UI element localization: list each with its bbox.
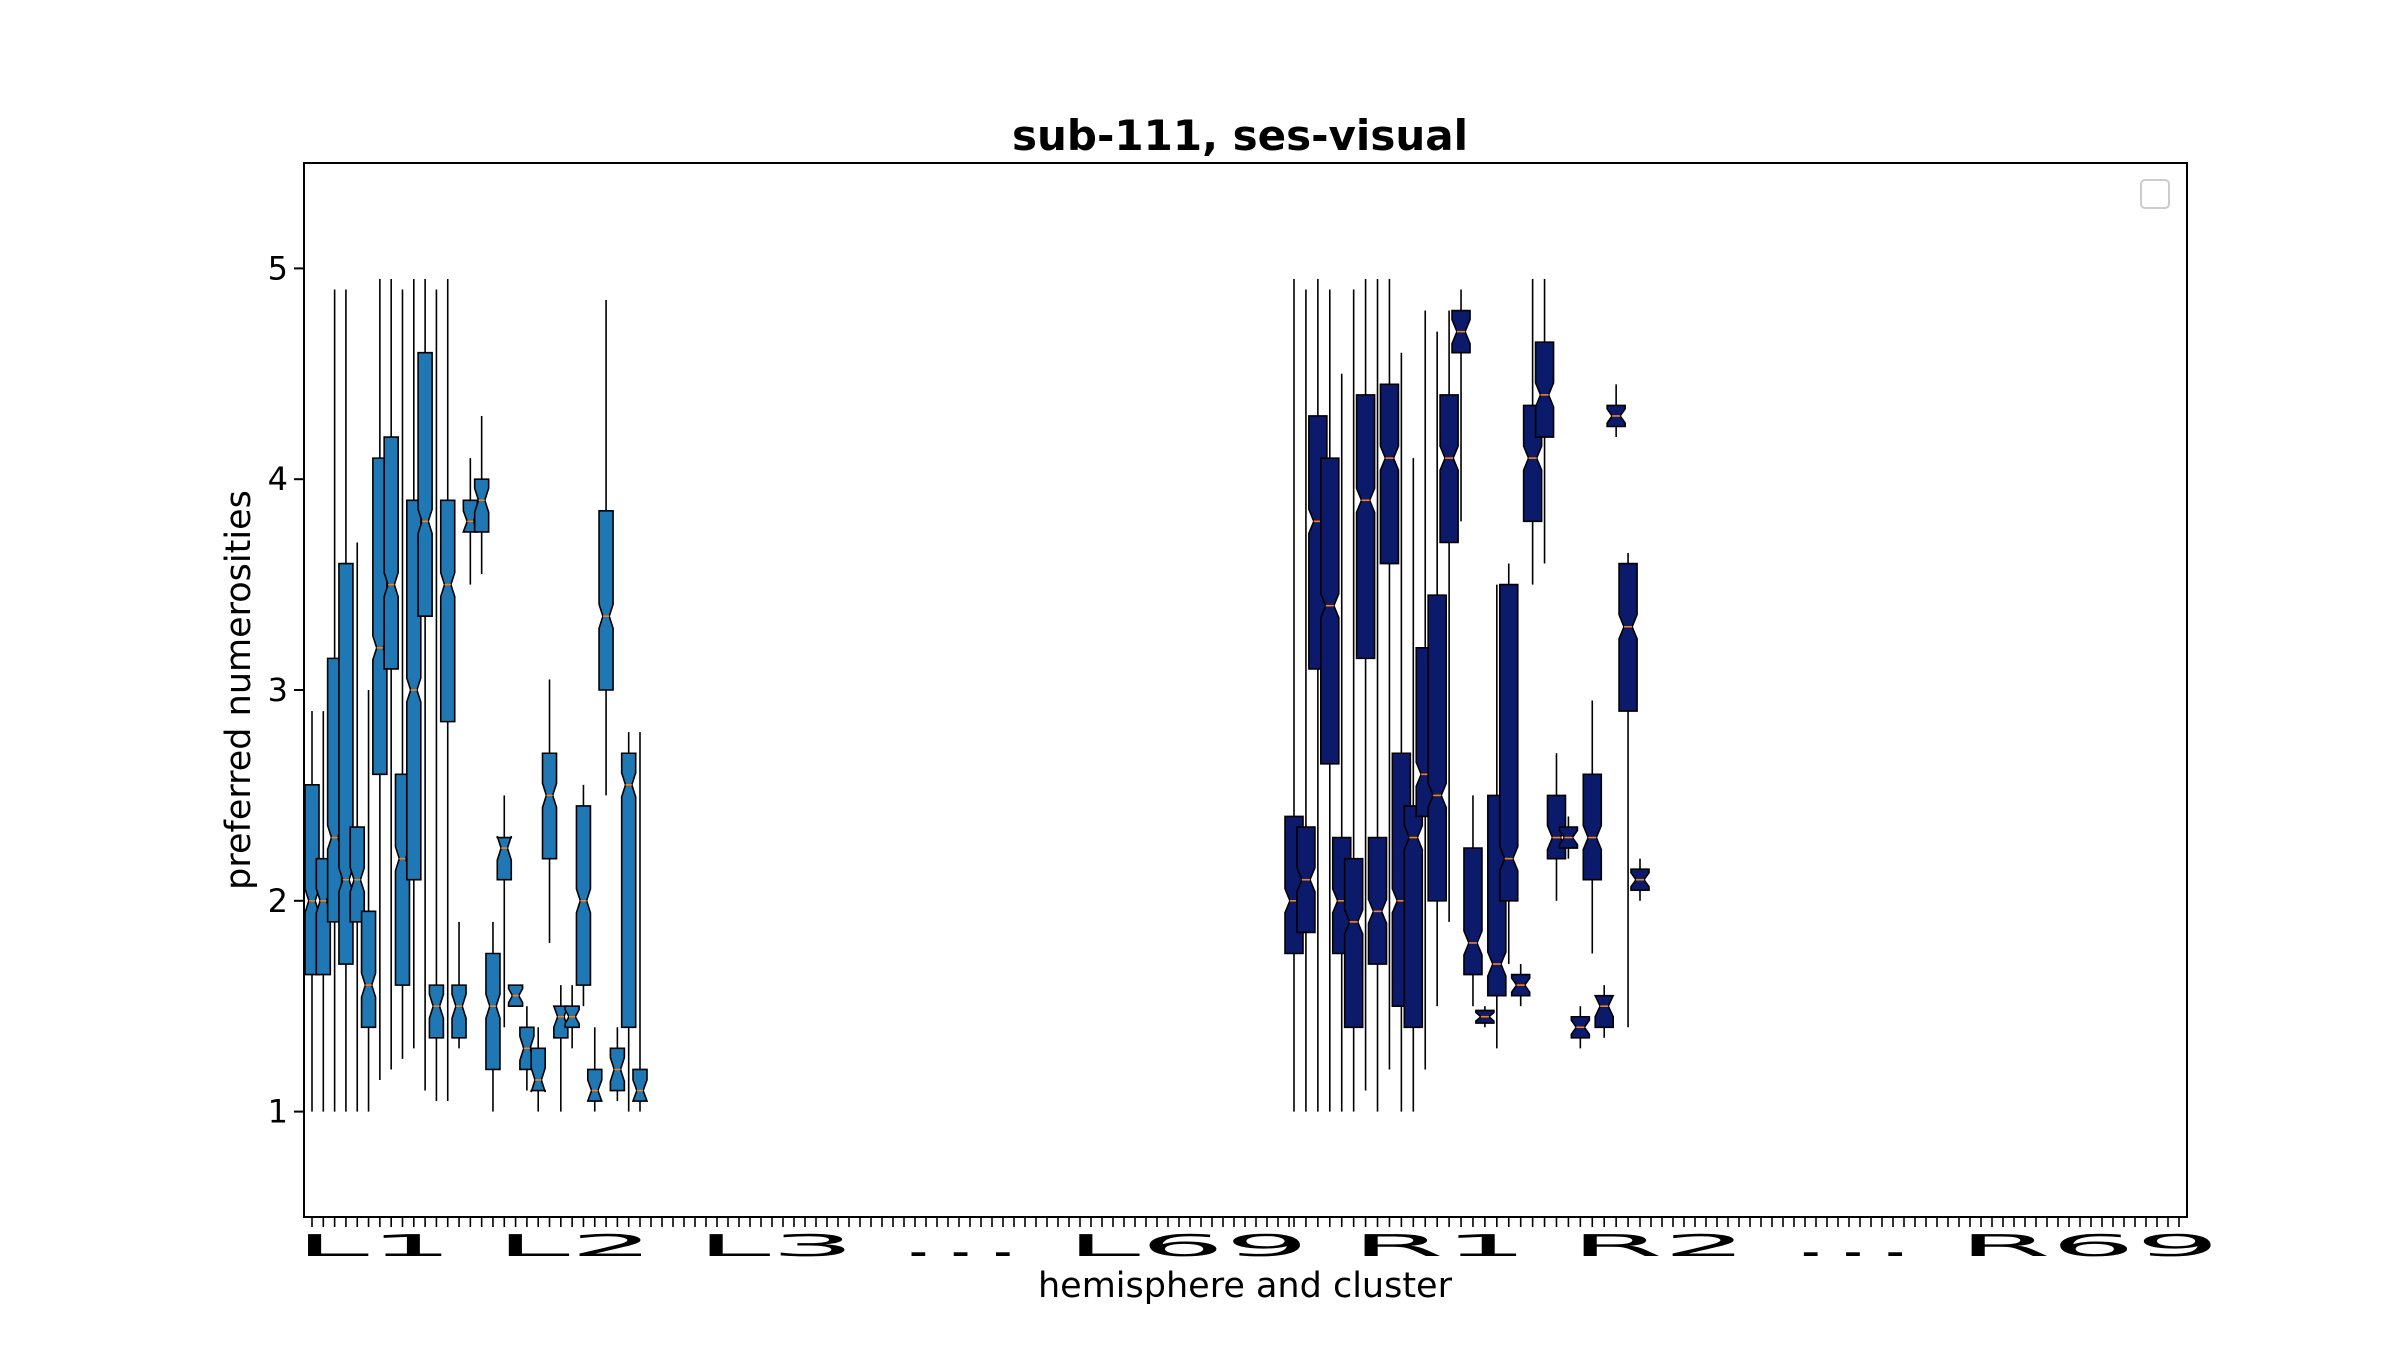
box-R28: [1606, 384, 1626, 438]
box-R16: [1463, 795, 1483, 1007]
box-R11: [1403, 458, 1424, 1112]
box-body: [1618, 562, 1638, 712]
box-body: [1463, 847, 1483, 976]
box-R29: [1618, 552, 1638, 1028]
box-body: [428, 984, 445, 1039]
box-body: [439, 499, 456, 723]
box-L28: [609, 1027, 626, 1102]
box-L16: [473, 415, 490, 575]
box-L18: [496, 795, 513, 1028]
box-body: [598, 510, 614, 691]
box-L17: [485, 921, 501, 1112]
box-body: [530, 1047, 547, 1093]
box-L25: [575, 784, 592, 1007]
box-L29: [620, 732, 637, 1112]
box-L30: [631, 732, 649, 1112]
box-L10: [405, 278, 422, 1049]
y-tick-label: 2: [268, 882, 288, 920]
box-plot-series: [304, 278, 1650, 1112]
box-L12: [428, 289, 445, 1102]
box-body: [1319, 457, 1340, 765]
box-L13: [439, 278, 456, 1102]
box-body: [1343, 857, 1364, 1029]
box-R17: [1475, 1006, 1495, 1028]
box-L21: [530, 1027, 547, 1112]
legend-box: [2140, 179, 2170, 209]
x-axis-label: hemisphere and cluster: [1038, 1266, 1453, 1306]
box-body: [360, 910, 377, 1029]
box-body: [349, 826, 366, 923]
box-R30: [1630, 858, 1650, 901]
y-tick-label: 4: [268, 460, 288, 498]
box-L3: [326, 289, 343, 1112]
box-R9: [1379, 278, 1400, 1070]
box-L27: [598, 300, 614, 796]
x-axis: [311, 1217, 2180, 1227]
box-R2: [1296, 289, 1316, 1112]
box-R25: [1570, 1006, 1591, 1049]
y-tick-label: 3: [268, 671, 288, 709]
box-L23: [552, 985, 569, 1112]
y-axis-label: preferred numerosities: [219, 490, 259, 890]
box-L5: [349, 542, 366, 1112]
box-R1: [1284, 278, 1304, 1112]
box-body: [575, 805, 592, 986]
box-body: [586, 1068, 603, 1102]
box-body: [338, 562, 354, 965]
y-tick-label: 1: [268, 1093, 288, 1131]
box-R8: [1367, 278, 1388, 1112]
box-L26: [586, 1027, 603, 1112]
plot-area: [303, 162, 2188, 1218]
box-L24: [564, 985, 580, 1049]
box-L11: [417, 278, 433, 1091]
box-body: [451, 984, 467, 1039]
box-L4: [338, 289, 354, 1112]
box-body: [541, 752, 558, 860]
chart-title: sub-111, ses-visual: [1012, 111, 1468, 160]
box-L9: [394, 289, 411, 1059]
box-R19: [1498, 563, 1519, 965]
box-R14: [1439, 310, 1459, 922]
box-R26: [1582, 700, 1603, 954]
box-body: [1367, 836, 1388, 965]
box-body: [1427, 594, 1447, 902]
box-L22: [541, 679, 558, 943]
box-body: [1379, 383, 1400, 565]
box-body: [1439, 394, 1459, 544]
box-body: [496, 835, 513, 881]
box-body: [1403, 805, 1424, 1029]
box-R27: [1593, 985, 1615, 1038]
box-L19: [507, 984, 524, 1008]
box-body: [473, 478, 490, 533]
box-body: [631, 1068, 649, 1102]
box-body: [1498, 583, 1519, 902]
box-R15: [1451, 289, 1471, 522]
box-R22: [1534, 278, 1555, 564]
y-tick-label: 5: [268, 249, 288, 287]
y-axis: 1 2 3 4 5: [268, 249, 304, 1131]
box-body: [383, 436, 399, 670]
box-R7: [1355, 278, 1376, 1091]
box-R13: [1427, 331, 1447, 1007]
box-body: [485, 952, 501, 1071]
box-L15: [462, 458, 479, 585]
box-R4: [1319, 289, 1340, 1112]
x-tick-labels-overlap: L1 L2 L3 ... L69 R1 R2 ... R69: [295, 1229, 2220, 1264]
box-L14: [451, 921, 467, 1049]
box-body: [417, 351, 433, 618]
box-L2: [315, 711, 332, 1112]
box-L8: [383, 278, 399, 1070]
box-L6: [360, 690, 377, 1112]
box-body: [620, 752, 637, 1029]
box-body: [1593, 994, 1615, 1029]
box-R20: [1510, 964, 1531, 1007]
box-body: [1534, 341, 1555, 438]
box-body: [1355, 394, 1376, 660]
box-R6: [1343, 289, 1364, 1112]
box-R24: [1558, 816, 1579, 859]
box-body: [1582, 773, 1603, 881]
